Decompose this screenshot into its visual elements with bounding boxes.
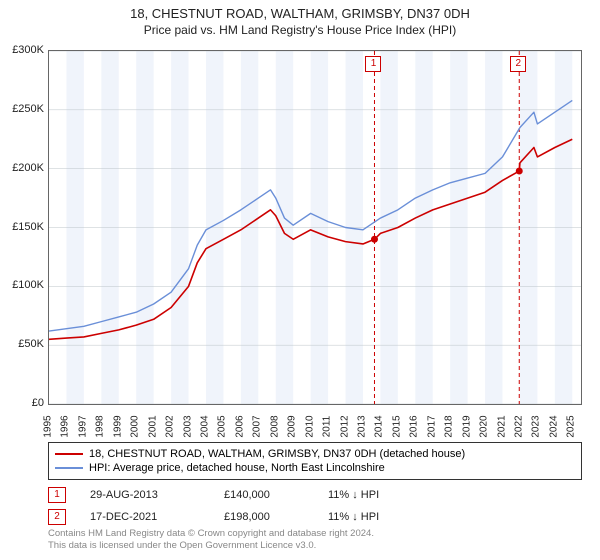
legend-item: HPI: Average price, detached house, Nort…	[55, 461, 575, 475]
footer-line-1: Contains HM Land Registry data © Crown c…	[48, 528, 374, 540]
x-axis-label: 2012	[339, 415, 350, 437]
x-axis-label: 2022	[513, 415, 524, 437]
x-axis-label: 2013	[356, 415, 367, 437]
x-axis-label: 2018	[444, 415, 455, 437]
x-axis-label: 1999	[112, 415, 123, 437]
x-axis-label: 2020	[479, 415, 490, 437]
x-axis-label: 2006	[234, 415, 245, 437]
x-axis-label: 2000	[130, 415, 141, 437]
x-axis-label: 2021	[496, 415, 507, 437]
x-axis-label: 2025	[566, 415, 577, 437]
event-date: 29-AUG-2013	[90, 489, 200, 501]
x-axis-label: 1996	[60, 415, 71, 437]
y-axis-label: £150K	[4, 221, 44, 233]
x-axis-label: 2024	[548, 415, 559, 437]
event-marker-2: 2	[510, 56, 526, 72]
footer-line-2: This data is licensed under the Open Gov…	[48, 540, 374, 552]
x-axis-label: 2017	[426, 415, 437, 437]
event-number-box: 1	[48, 487, 66, 503]
event-price: £198,000	[224, 511, 304, 523]
x-axis-label: 2004	[199, 415, 210, 437]
chart-title-address: 18, CHESTNUT ROAD, WALTHAM, GRIMSBY, DN3…	[0, 6, 600, 21]
x-axis-label: 2008	[269, 415, 280, 437]
legend: 18, CHESTNUT ROAD, WALTHAM, GRIMSBY, DN3…	[48, 442, 582, 480]
x-axis-label: 1997	[77, 415, 88, 437]
event-delta: 11% ↓ HPI	[328, 511, 408, 523]
x-axis-label: 1998	[95, 415, 106, 437]
event-row: 2 17-DEC-2021 £198,000 11% ↓ HPI	[48, 506, 582, 528]
x-axis-label: 2003	[182, 415, 193, 437]
x-axis-label: 2011	[322, 416, 333, 438]
legend-label: HPI: Average price, detached house, Nort…	[89, 462, 385, 474]
x-axis-label: 1995	[43, 415, 54, 437]
legend-item: 18, CHESTNUT ROAD, WALTHAM, GRIMSBY, DN3…	[55, 447, 575, 461]
title-block: 18, CHESTNUT ROAD, WALTHAM, GRIMSBY, DN3…	[0, 0, 600, 37]
legend-label: 18, CHESTNUT ROAD, WALTHAM, GRIMSBY, DN3…	[89, 448, 465, 460]
x-axis-label: 2005	[217, 415, 228, 437]
y-axis-label: £300K	[4, 44, 44, 56]
y-axis-label: £200K	[4, 162, 44, 174]
legend-swatch	[55, 453, 83, 455]
event-delta: 11% ↓ HPI	[328, 489, 408, 501]
y-axis-label: £50K	[4, 338, 44, 350]
y-axis-label: £250K	[4, 103, 44, 115]
chart-svg	[49, 51, 581, 404]
plot-area	[48, 50, 582, 405]
x-axis-label: 2023	[531, 415, 542, 437]
event-row: 1 29-AUG-2013 £140,000 11% ↓ HPI	[48, 484, 582, 506]
x-axis-label: 2015	[391, 415, 402, 437]
event-date: 17-DEC-2021	[90, 511, 200, 523]
x-axis-label: 2019	[461, 415, 472, 437]
event-number-box: 2	[48, 509, 66, 525]
footer-attribution: Contains HM Land Registry data © Crown c…	[48, 528, 374, 553]
x-axis-label: 2002	[165, 415, 176, 437]
event-marker-1: 1	[365, 56, 381, 72]
x-axis-label: 2010	[304, 415, 315, 437]
legend-swatch	[55, 467, 83, 469]
x-axis-label: 2001	[147, 415, 158, 437]
event-table: 1 29-AUG-2013 £140,000 11% ↓ HPI 2 17-DEC-202…	[48, 484, 582, 528]
x-axis-label: 2009	[287, 415, 298, 437]
chart-container: 18, CHESTNUT ROAD, WALTHAM, GRIMSBY, DN3…	[0, 0, 600, 560]
event-price: £140,000	[224, 489, 304, 501]
x-axis-label: 2007	[252, 415, 263, 437]
y-axis-label: £100K	[4, 279, 44, 291]
y-axis-label: £0	[4, 397, 44, 409]
x-axis-label: 2014	[374, 415, 385, 437]
chart-subtitle: Price paid vs. HM Land Registry's House …	[0, 23, 600, 37]
x-axis-label: 2016	[409, 415, 420, 437]
